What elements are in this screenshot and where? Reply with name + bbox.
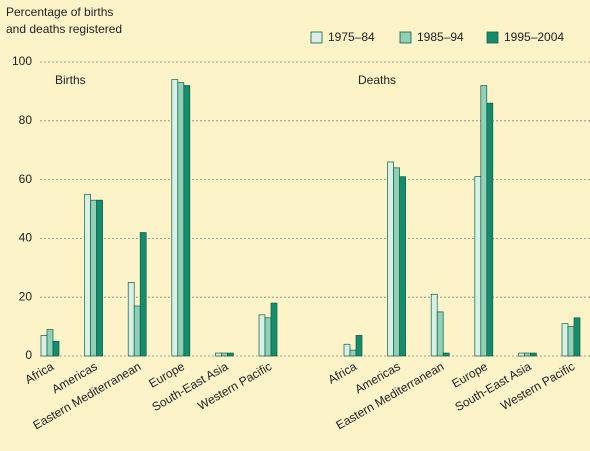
bar	[270, 302, 278, 357]
bar	[90, 199, 97, 357]
legend-label: 1975–84	[328, 30, 375, 44]
bar	[343, 343, 351, 357]
x-tick-label: Western Pacific	[195, 359, 274, 413]
bar	[430, 293, 438, 357]
legend-label: 1995–2004	[504, 30, 564, 44]
bar	[221, 352, 228, 357]
y-tick-label: 0	[25, 348, 32, 362]
bar	[561, 323, 569, 357]
panel-title: Deaths	[358, 73, 396, 87]
bar	[177, 82, 185, 357]
bar	[349, 349, 357, 357]
bar	[355, 335, 363, 357]
x-tick-label: Western Pacific	[498, 359, 577, 413]
bar	[393, 167, 400, 357]
bar	[133, 305, 141, 357]
y-axis-label: Percentage of births	[6, 5, 113, 19]
legend-swatch	[310, 31, 323, 44]
bar	[442, 352, 450, 357]
bar	[573, 317, 581, 357]
bar	[183, 85, 191, 357]
bar	[474, 176, 482, 357]
bar	[264, 317, 272, 357]
bar	[227, 352, 234, 357]
bar	[530, 352, 537, 357]
y-tick-label: 20	[19, 289, 33, 303]
bar	[139, 232, 147, 357]
bar	[84, 193, 91, 357]
y-axis-label: and deaths registered	[6, 22, 122, 36]
bar	[518, 352, 525, 357]
y-tick-label: 80	[19, 113, 33, 127]
y-tick-label: 100	[12, 54, 32, 68]
bar	[399, 176, 406, 357]
y-tick-label: 60	[19, 172, 33, 186]
bar	[258, 314, 266, 357]
bar	[40, 335, 48, 357]
bar	[387, 161, 394, 357]
bar	[486, 102, 494, 357]
bar	[96, 199, 103, 357]
y-tick-label: 40	[19, 231, 33, 245]
bar	[436, 311, 444, 357]
bar	[480, 85, 488, 357]
legend-swatch	[399, 31, 412, 44]
bar	[524, 352, 531, 357]
legend-label: 1985–94	[417, 30, 464, 44]
panel-title: Births	[55, 73, 86, 87]
legend-swatch	[486, 31, 499, 44]
bar	[215, 352, 222, 357]
bar	[171, 79, 179, 357]
bar	[567, 326, 575, 357]
bar	[52, 340, 60, 357]
bar	[127, 282, 135, 357]
bar	[46, 329, 54, 357]
